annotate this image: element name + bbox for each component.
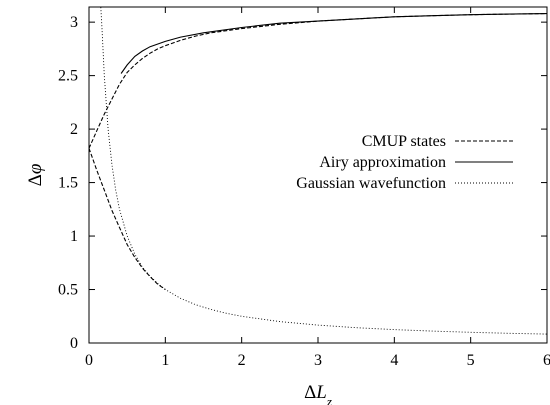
series-line [100,7,547,335]
x-tick-label: 0 [85,352,93,369]
y-tick-label: 2.5 [58,68,78,85]
y-axis-title-var: φ [25,164,46,175]
legend-label: CMUP states [362,133,446,150]
y-tick-label: 1 [70,228,78,245]
series-layer [89,7,547,335]
series-line [120,13,547,74]
legend-label: Airy approximation [319,154,446,171]
series-gaussian-wavefunction [100,7,547,335]
x-tick-label: 4 [390,352,398,369]
axis-ticks [88,7,548,344]
x-axis-title-sub: z [326,394,332,405]
y-axis-title: Δφ [25,164,46,187]
y-axis-title-prefix: Δ [25,174,46,186]
tick-labels: 0 1 2 3 4 5 6 0 0.5 1 1.5 2 2.5 3 [58,14,550,369]
series-airy-approximation [120,13,547,74]
legend: CMUP states Airy approximation Gaussian wa… [296,133,513,192]
x-axis-title-var: L [315,382,327,403]
series-line [89,13,547,149]
y-tick-label: 0.5 [58,282,78,299]
x-tick-label: 5 [467,352,475,369]
legend-label: Gaussian wavefunction [296,175,446,192]
y-tick-label: 1.5 [58,175,78,192]
x-axis-title-prefix: Δ [304,382,316,403]
y-tick-label: 3 [70,14,78,31]
x-tick-label: 1 [161,352,169,369]
y-tick-label: 0 [70,335,78,352]
y-tick-label: 2 [70,121,78,138]
x-tick-label: 2 [238,352,246,369]
series-cmup-states [89,13,547,290]
x-axis-title: ΔLz [304,382,332,405]
x-tick-label: 3 [314,352,322,369]
x-tick-label: 6 [543,352,550,369]
series-line [89,148,166,290]
